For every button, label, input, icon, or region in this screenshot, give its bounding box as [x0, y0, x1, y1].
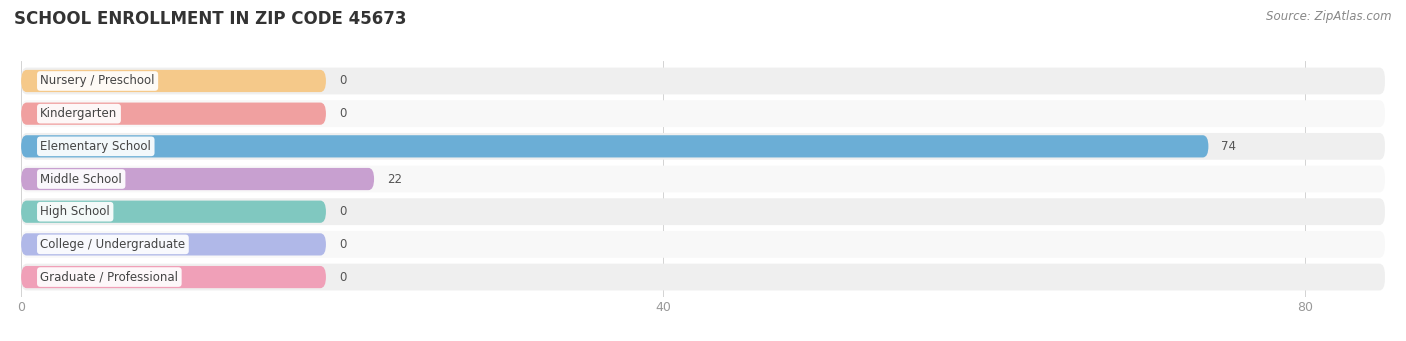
Text: Kindergarten: Kindergarten: [41, 107, 118, 120]
FancyBboxPatch shape: [21, 166, 1385, 192]
Text: 0: 0: [339, 107, 346, 120]
Text: High School: High School: [41, 205, 110, 218]
FancyBboxPatch shape: [21, 201, 326, 223]
Text: Elementary School: Elementary School: [41, 140, 152, 153]
FancyBboxPatch shape: [21, 198, 1385, 225]
Text: 0: 0: [339, 205, 346, 218]
FancyBboxPatch shape: [21, 68, 1385, 94]
Text: Middle School: Middle School: [41, 173, 122, 186]
Text: 22: 22: [387, 173, 402, 186]
Text: 0: 0: [339, 238, 346, 251]
FancyBboxPatch shape: [21, 70, 326, 92]
Text: SCHOOL ENROLLMENT IN ZIP CODE 45673: SCHOOL ENROLLMENT IN ZIP CODE 45673: [14, 10, 406, 28]
FancyBboxPatch shape: [21, 264, 1385, 291]
Text: Graduate / Professional: Graduate / Professional: [41, 270, 179, 284]
FancyBboxPatch shape: [21, 231, 1385, 258]
FancyBboxPatch shape: [21, 103, 326, 125]
Text: Nursery / Preschool: Nursery / Preschool: [41, 74, 155, 88]
Text: Source: ZipAtlas.com: Source: ZipAtlas.com: [1267, 10, 1392, 23]
Text: 0: 0: [339, 270, 346, 284]
FancyBboxPatch shape: [21, 133, 1385, 160]
FancyBboxPatch shape: [21, 168, 374, 190]
FancyBboxPatch shape: [21, 233, 326, 255]
Text: 74: 74: [1222, 140, 1236, 153]
Text: College / Undergraduate: College / Undergraduate: [41, 238, 186, 251]
FancyBboxPatch shape: [21, 100, 1385, 127]
FancyBboxPatch shape: [21, 266, 326, 288]
Text: 0: 0: [339, 74, 346, 88]
FancyBboxPatch shape: [21, 135, 1208, 158]
